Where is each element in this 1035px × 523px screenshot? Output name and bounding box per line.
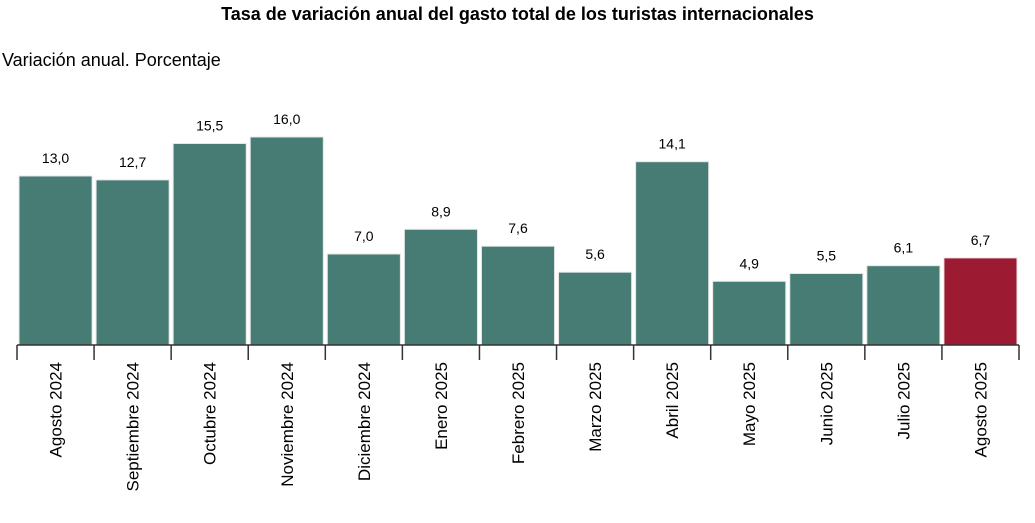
bar — [172, 143, 247, 346]
x-tick-label: Agosto 2024 — [47, 362, 66, 457]
x-tick-label: Septiembre 2024 — [124, 362, 143, 491]
bar — [558, 271, 633, 346]
data-label: 14,1 — [659, 136, 686, 152]
bar — [95, 179, 170, 346]
bar — [18, 175, 93, 346]
x-tick-label: Noviembre 2024 — [278, 362, 297, 487]
x-tick-label: Mayo 2025 — [740, 362, 759, 446]
chart-subtitle: Variación anual. Porcentaje — [2, 50, 221, 70]
data-label: 6,7 — [971, 232, 991, 248]
x-tick-label: Agosto 2025 — [971, 362, 990, 457]
chart-title: Tasa de variación anual del gasto total … — [221, 4, 814, 24]
x-tick-label: Marzo 2025 — [586, 362, 605, 452]
bar — [866, 265, 941, 346]
x-tick-label: Junio 2025 — [817, 362, 836, 445]
data-label: 7,0 — [354, 228, 374, 244]
x-tick-label: Abril 2025 — [663, 362, 682, 439]
data-label: 16,0 — [273, 111, 300, 127]
bar — [249, 136, 324, 346]
data-label: 12,7 — [119, 154, 146, 170]
bar — [480, 245, 556, 346]
bar — [789, 273, 864, 346]
x-tick-label: Octubre 2024 — [201, 362, 220, 465]
data-label: 5,5 — [817, 248, 837, 264]
bar — [403, 228, 478, 346]
data-label: 13,0 — [42, 150, 69, 166]
bar — [326, 253, 401, 346]
x-tick-label: Enero 2025 — [432, 362, 451, 450]
bar — [712, 280, 787, 346]
data-label: 6,1 — [894, 240, 914, 256]
data-label: 15,5 — [196, 118, 223, 134]
x-tick-label: Julio 2025 — [894, 362, 913, 440]
data-label: 7,6 — [508, 220, 528, 236]
data-label: 8,9 — [431, 203, 451, 219]
bar — [943, 257, 1018, 346]
data-label: 5,6 — [585, 246, 605, 262]
x-tick-label: Diciembre 2024 — [355, 362, 374, 481]
data-label: 4,9 — [739, 255, 759, 271]
x-tick-label: Febrero 2025 — [509, 362, 528, 464]
bar — [635, 161, 710, 346]
